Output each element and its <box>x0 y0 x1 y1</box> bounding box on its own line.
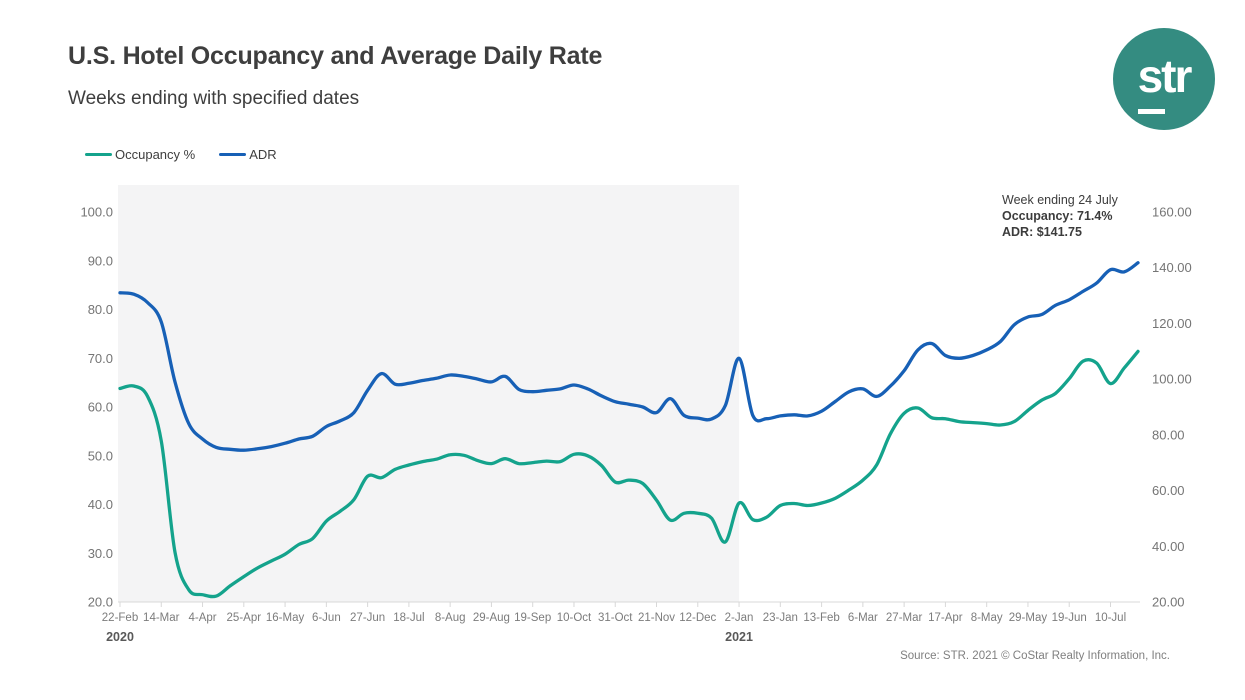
adr-line <box>118 261 1140 452</box>
axis-label: 29-Aug <box>473 612 510 624</box>
axis-label: 22-Feb <box>102 612 138 624</box>
axis-label: 2020 <box>106 630 134 644</box>
shaded-region-2020 <box>118 185 740 602</box>
adr-line-swatch-icon <box>219 152 247 157</box>
axis-label: 10-Jul <box>1095 612 1126 624</box>
str-logo: str <box>1113 28 1215 130</box>
callout-line-3: ADR: $141.75 <box>1002 225 1082 239</box>
axis-label: 80.0 <box>88 302 113 317</box>
legend-label-adr: ADR <box>249 147 277 162</box>
callout-line-2: Occupancy: 71.4% <box>1002 209 1113 223</box>
axis-label: 12-Dec <box>679 612 716 624</box>
occupancy-line-swatch-icon <box>85 152 112 157</box>
axis-label: 10-Oct <box>557 612 592 624</box>
axis-label: 19-Sep <box>514 612 551 624</box>
axis-label: 20.0 <box>88 595 113 610</box>
axis-label: 120.00 <box>1152 316 1192 331</box>
axis-label: 80.00 <box>1152 427 1185 442</box>
axis-label: 100.00 <box>1152 372 1192 387</box>
axis-label: 8-May <box>971 612 1003 624</box>
axis-label: 40.00 <box>1152 539 1185 554</box>
axis-label: 60.00 <box>1152 483 1185 498</box>
axis-label: 70.0 <box>88 351 113 366</box>
axis-label: 6-Mar <box>848 612 878 624</box>
str-logo-text: str <box>1137 50 1193 102</box>
axis-label: 8-Aug <box>435 612 466 624</box>
axis-label: 18-Jul <box>393 612 424 624</box>
axis-label: 100.0 <box>80 205 113 220</box>
axis-label: 13-Feb <box>803 612 839 624</box>
axis-label: 27-Mar <box>886 612 923 624</box>
axis-label: 31-Oct <box>598 612 633 624</box>
axis-label: 21-Nov <box>638 612 675 624</box>
axis-label: 17-Apr <box>928 612 963 624</box>
axis-label: 60.0 <box>88 400 113 415</box>
legend-item-occupancy: Occupancy % <box>85 147 195 162</box>
axis-label: 29-May <box>1009 612 1048 624</box>
axis-label: 160.00 <box>1152 205 1192 220</box>
page-subtitle: Weeks ending with specified dates <box>68 88 360 109</box>
source-credit: Source: STR. 2021 © CoStar Realty Inform… <box>900 650 1170 662</box>
legend-item-adr: ADR <box>219 147 277 162</box>
axis-label: 20.00 <box>1152 595 1185 610</box>
axis-label: 14-Mar <box>143 612 180 624</box>
axis-label: 50.0 <box>88 448 113 463</box>
legend-label-occupancy: Occupancy % <box>115 147 196 162</box>
axis-label: 6-Jun <box>312 612 341 624</box>
axis-label: 140.00 <box>1152 260 1192 275</box>
axis-label: 2-Jan <box>725 612 754 624</box>
chart-legend: Occupancy % ADR <box>85 147 301 162</box>
str-logo-underline <box>1138 109 1165 114</box>
axis-label: 19-Jun <box>1052 612 1087 624</box>
axis-label: 27-Jun <box>350 612 385 624</box>
axis-label: 4-Apr <box>188 612 216 624</box>
axis-label: 25-Apr <box>227 612 262 624</box>
axis-label: 2021 <box>725 630 753 644</box>
axis-label: 30.0 <box>88 546 113 561</box>
axis-label: 40.0 <box>88 497 113 512</box>
axis-label: 23-Jan <box>763 612 798 624</box>
axis-label: 16-May <box>266 612 305 624</box>
axis-label: 90.0 <box>88 253 113 268</box>
page-title: U.S. Hotel Occupancy and Average Daily R… <box>68 42 603 70</box>
callout-week-ending: Week ending 24 July Occupancy: 71.4% ADR… <box>1002 192 1118 240</box>
callout-line-1: Week ending 24 July <box>1002 193 1118 207</box>
occupancy-line <box>118 349 1140 599</box>
